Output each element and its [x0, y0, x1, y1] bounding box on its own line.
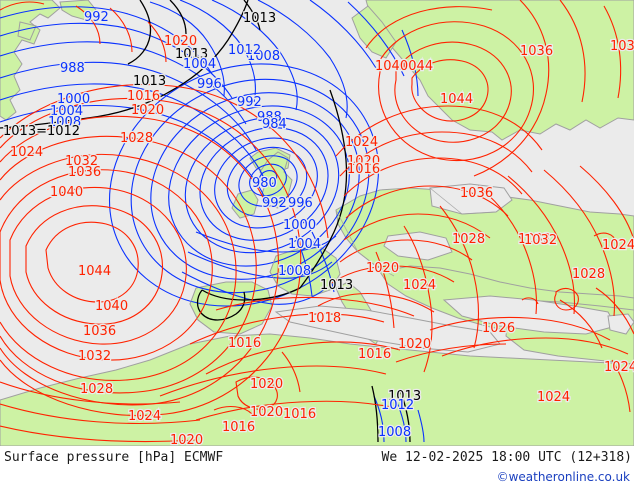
isobar-label: 1013=1012	[3, 124, 80, 139]
isobar-label: 1036	[460, 186, 493, 201]
isobar-label: 1008	[278, 264, 311, 279]
isobar-label: 1040	[375, 59, 408, 74]
isobar-label: 1013	[388, 389, 421, 404]
isobar-label: 996	[288, 196, 313, 211]
isobar-label: 1016	[127, 89, 160, 104]
isobar-label: 980	[252, 176, 277, 191]
isobar-label: 1032	[65, 154, 98, 169]
isobar-label: 996	[197, 77, 222, 92]
isobar-label: 1028	[120, 131, 153, 146]
sea-black	[383, 231, 453, 261]
sea-red	[607, 313, 634, 335]
caption-bar: Surface pressure [hPa] ECMWF We 12-02-20…	[0, 446, 634, 490]
isobar-label: 1013	[320, 278, 353, 293]
isobar-label: 1016	[228, 336, 261, 351]
isobar-label: 1024	[537, 390, 570, 405]
inland-seas	[274, 183, 634, 353]
isobar-label: 992	[262, 196, 287, 211]
isobar-label: 1020	[170, 433, 203, 446]
land-scandinavia	[365, 0, 634, 141]
isobar-label: 1004	[183, 57, 216, 72]
isobar-label: 1032	[518, 232, 551, 247]
isobar-label: 992	[84, 10, 109, 25]
isobar-label: 1028	[572, 267, 605, 282]
isobar-label: 988	[257, 110, 282, 125]
isobar-label: 1004	[50, 104, 83, 119]
isobar-label: 992	[237, 95, 262, 110]
isobar-label: 1028	[452, 232, 485, 247]
isobar-label: 1020	[250, 377, 283, 392]
isobar-label: 1032	[610, 39, 634, 54]
sea-baltic	[429, 183, 513, 215]
isobar-label: 1032	[524, 233, 557, 248]
isobar-label: 1016	[222, 420, 255, 435]
land-greenland-c	[17, 21, 37, 41]
isobar-label: 1026	[482, 321, 515, 336]
isobar-label: 1000	[283, 218, 316, 233]
isobar-label: 1024	[403, 278, 436, 293]
isobar-label: 1024	[604, 360, 634, 375]
isobar-label: 1028	[80, 382, 113, 397]
land-norway-coast	[351, 5, 397, 59]
land-masses	[0, 0, 634, 446]
coastlines	[189, 187, 497, 333]
isobar-label: 1013	[133, 74, 166, 89]
isobar-label: 1024	[10, 145, 43, 160]
isobar-label: 1024	[128, 409, 161, 424]
isobar-label: 1012	[228, 43, 261, 58]
isobar-label: 1036	[520, 44, 553, 59]
isobar-label: 1012	[381, 398, 414, 413]
isobar-label: 1020	[250, 405, 283, 420]
isobar-label: 1040	[50, 185, 83, 200]
isobar-label: 1020	[131, 103, 164, 118]
isobar-label: 1020	[164, 34, 197, 49]
isobar-label: 1013	[243, 11, 276, 26]
isobar-label: 1024	[345, 135, 378, 150]
isobar-label: 1044	[400, 59, 433, 74]
isobar-label: 1044	[440, 92, 473, 107]
isobar-label: 1008	[247, 49, 280, 64]
isobar-label: 1013	[175, 47, 208, 62]
isobars-1013	[0, 0, 411, 443]
isobar-label: 1032	[78, 349, 111, 364]
map-title: Surface pressure [hPa] ECMWF	[4, 450, 224, 465]
isobar-label: 1040	[95, 299, 128, 314]
valid-time: We 12-02-2025 18:00 UTC (12+318)	[381, 450, 632, 465]
land-north-africa	[0, 333, 634, 446]
isobar-label: 1044	[78, 264, 111, 279]
isobar-label: 1020	[398, 337, 431, 352]
isobar-label: 988	[60, 61, 85, 76]
isobar-label: 1008	[48, 115, 81, 130]
isobar-label: 1016	[358, 347, 391, 362]
isobar-label: 1036	[83, 324, 116, 339]
isobar-label: 1016	[283, 407, 316, 422]
land-greenland	[0, 0, 61, 121]
isobar-label: 1036	[68, 165, 101, 180]
isobar-label: 1018	[308, 311, 341, 326]
isobar-label: 1020	[366, 261, 399, 276]
isobar-label: 1016	[347, 162, 380, 177]
isobar-label: 984	[262, 117, 287, 132]
pressure-contour-map: 992 1013 1020 1013 1008 1012 1004 988 1013 996 100…	[0, 0, 634, 446]
isobar-label: 1024	[602, 238, 634, 253]
isobar-label: 1000	[57, 92, 90, 107]
isobar-label: 1020	[347, 154, 380, 169]
isobars-high	[0, 0, 634, 443]
isobar-label: 1004	[288, 237, 321, 252]
credit-link[interactable]: ©weatheronline.co.uk	[496, 470, 630, 484]
isobar-label: 1008	[378, 425, 411, 440]
